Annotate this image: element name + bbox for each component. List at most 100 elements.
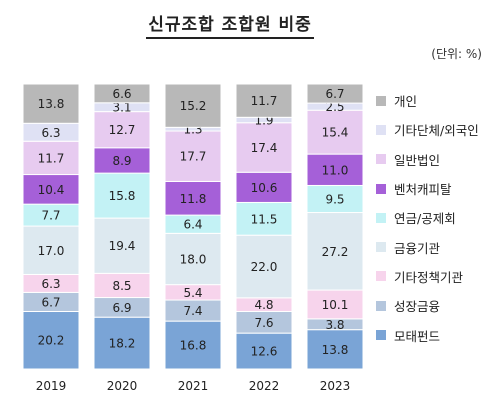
bar-segment-2020-8 [93,83,151,104]
bar-segment-2019-8 [22,83,80,124]
legend-swatch [376,95,386,106]
legend-label: 모태펀드 [394,328,441,344]
stacked-bar-chart: 20.2 6.7 6.3 17.0 7.7 10.4 11.7 6.3 13.8 2019 18.2… [22,83,364,393]
legend-swatch [376,242,386,253]
legend-item-2: 일반법인 [376,145,479,174]
bar-segment-2022-5 [235,171,293,203]
data-label-2019-1: 6.7 [41,295,60,309]
bar-segment-2023-2 [306,289,364,320]
data-label-2023-1: 3.8 [325,318,344,332]
data-label-2022-1: 7.6 [254,316,273,330]
legend-label: 금융기관 [394,240,441,256]
legend-item-7: 성장금융 [376,291,479,320]
bar-segment-2020-0 [93,316,151,370]
bar-segment-2022-6 [235,122,293,173]
bar-segment-2019-6 [22,140,80,176]
data-label-2019-8: 13.8 [38,97,65,111]
data-label-2023-8: 6.7 [325,87,344,101]
bar-segment-2021-0 [164,320,222,370]
legend-label: 연금/공제회 [394,211,456,227]
data-label-2020-7: 3.1 [112,101,131,115]
data-label-2022-2: 4.8 [254,298,273,312]
data-label-2019-5: 10.4 [38,183,65,197]
legend-swatch [376,183,386,194]
data-label-2022-5: 10.6 [251,181,278,195]
legend-item-8: 모태펀드 [376,320,479,349]
data-label-2021-6: 17.7 [180,150,207,164]
legend-swatch [376,271,386,282]
bar-segment-2021-3 [164,232,222,286]
data-label-2022-6: 17.4 [251,141,278,155]
x-tick-label-2020: 2020 [107,379,138,393]
bar-segment-2023-3 [306,212,364,291]
legend-swatch [376,212,386,223]
data-label-2021-4: 6.4 [183,218,202,232]
data-label-2023-5: 11.0 [322,163,349,177]
data-label-2019-3: 17.0 [38,244,65,258]
legend-swatch [376,124,386,135]
data-label-2022-8: 11.7 [251,94,278,108]
bar-segment-2019-5 [22,174,80,205]
legend-label: 개인 [394,94,418,110]
bar-segment-2020-3 [93,217,151,274]
data-label-2019-7: 6.3 [41,126,60,140]
data-label-2020-4: 15.8 [109,189,136,203]
data-label-2021-2: 5.4 [183,286,202,300]
data-label-2023-0: 13.8 [322,343,349,357]
data-label-2020-8: 6.6 [112,87,131,101]
bar-segment-2019-3 [22,225,80,275]
data-label-2019-0: 20.2 [38,334,65,348]
x-tick-label-2019: 2019 [36,379,67,393]
data-label-2019-4: 7.7 [41,209,60,223]
bar-segment-2023-6 [306,109,364,155]
x-tick-label-2021: 2021 [178,379,209,393]
legend-item-1: 기타단체/외국인 [376,115,479,144]
bar-segment-2021-8 [164,83,222,128]
data-label-2019-6: 11.7 [38,151,65,165]
legend-label: 벤처캐피탈 [394,182,452,198]
legend-item-3: 벤처캐피탈 [376,174,479,203]
data-label-2023-2: 10.1 [322,298,349,312]
data-label-2021-1: 7.4 [183,304,202,318]
legend-swatch [376,154,386,165]
data-label-2023-6: 15.4 [322,126,349,140]
bar-segment-2023-8 [306,83,364,104]
data-label-2020-2: 8.5 [112,279,131,293]
data-label-2020-0: 18.2 [109,337,136,351]
x-tick-label-2023: 2023 [320,379,351,393]
legend-label: 일반법인 [394,152,441,168]
bar-segment-2021-6 [164,130,222,182]
data-label-2022-3: 22.0 [251,260,278,274]
data-label-2023-4: 9.5 [325,192,344,206]
legend-label: 성장금융 [394,299,441,315]
bar-segment-2020-4 [93,172,151,219]
legend-swatch [376,300,386,311]
data-label-2020-6: 12.7 [109,123,136,137]
legend-item-6: 기타정책기관 [376,262,479,291]
bar-segment-2020-5 [93,147,151,174]
bar-segment-2022-8 [235,83,293,118]
data-label-2020-5: 8.9 [112,154,131,168]
bar-segment-2021-5 [164,180,222,216]
data-label-2019-2: 6.3 [41,277,60,291]
bar-segment-2023-4 [306,184,364,214]
data-label-2021-3: 18.0 [180,252,207,266]
legend-item-0: 개인 [376,86,479,115]
data-label-2022-0: 12.6 [251,345,278,359]
chart-title: 신규조합 조합원 비중 [0,10,460,39]
legend-item-5: 금융기관 [376,232,479,261]
unit-label: (단위: %) [431,47,482,61]
legend-swatch [376,330,386,341]
data-label-2021-5: 11.8 [180,192,207,206]
data-label-2021-0: 16.8 [180,339,207,353]
data-label-2020-1: 6.9 [112,301,131,315]
data-label-2023-7: 2.5 [325,100,344,114]
bar-segment-2023-0 [306,329,364,370]
data-label-2023-3: 27.2 [322,245,349,259]
data-label-2021-8: 15.2 [180,99,207,113]
bar-segment-2019-0 [22,310,80,370]
legend-label: 기타정책기관 [394,269,464,285]
data-label-2022-4: 11.5 [251,212,278,226]
chart-title-text: 신규조합 조합원 비중 [146,10,314,39]
